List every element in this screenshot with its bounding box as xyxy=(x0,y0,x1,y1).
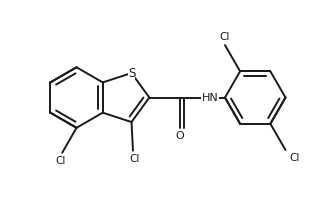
Text: Cl: Cl xyxy=(55,156,66,166)
Text: Cl: Cl xyxy=(220,32,230,42)
Text: Cl: Cl xyxy=(289,154,299,163)
Text: Cl: Cl xyxy=(129,154,140,164)
Text: S: S xyxy=(128,66,135,80)
Text: O: O xyxy=(175,131,184,141)
Text: HN: HN xyxy=(201,93,218,103)
